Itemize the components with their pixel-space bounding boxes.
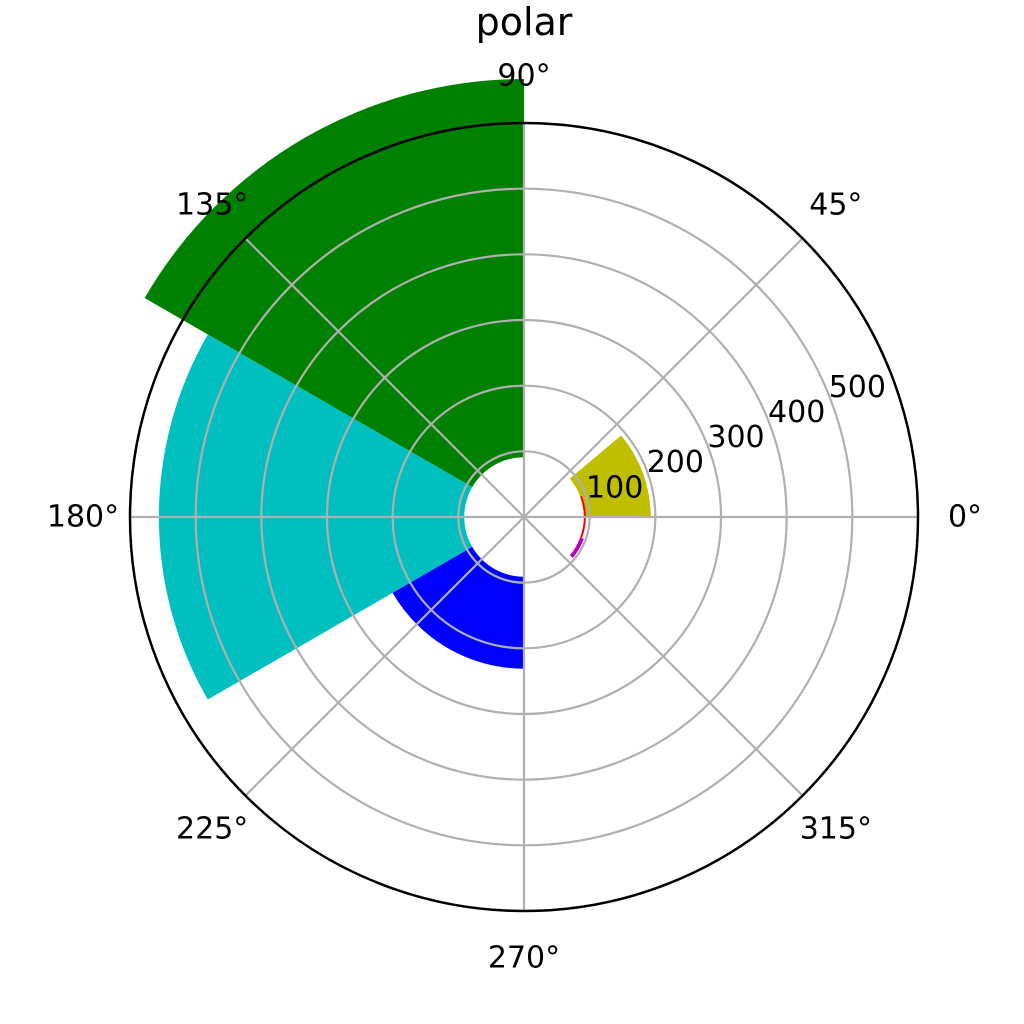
- polar-bar-0: [569, 435, 651, 517]
- theta-tick-label: 225°: [176, 811, 248, 846]
- r-tick-label: 400: [768, 395, 825, 430]
- r-tick-label: 200: [647, 445, 704, 480]
- polar-bar-2: [569, 537, 584, 558]
- chart-title: polar: [476, 0, 573, 44]
- r-gridline: [260, 253, 788, 781]
- theta-tick-labels: 0° 45° 90° 135° 180° 225° 270° 315°: [47, 59, 982, 976]
- theta-tick-label: 270°: [488, 941, 560, 976]
- outer-frame: [128, 121, 920, 913]
- r-tick-label: 300: [707, 420, 764, 455]
- theta-tick-label: 0°: [948, 500, 982, 535]
- r-gridline: [325, 318, 723, 716]
- theta-tick-label: 45°: [809, 188, 862, 223]
- r-tick-label: 100: [586, 470, 643, 505]
- grid-layer: [130, 123, 918, 911]
- theta-tick-label: 315°: [800, 811, 872, 846]
- polar-bar-5: [392, 546, 524, 669]
- r-gridline: [457, 450, 591, 584]
- theta-tick-label: 135°: [176, 188, 248, 223]
- polar-bar-1: [580, 495, 586, 539]
- r-gridline: [194, 187, 854, 847]
- r-gridline: [391, 384, 657, 650]
- theta-tick-label: 180°: [47, 500, 119, 535]
- polar-bar-3: [144, 79, 524, 488]
- r-tick-label: 500: [829, 370, 886, 405]
- theta-tick-label: 90°: [497, 59, 550, 94]
